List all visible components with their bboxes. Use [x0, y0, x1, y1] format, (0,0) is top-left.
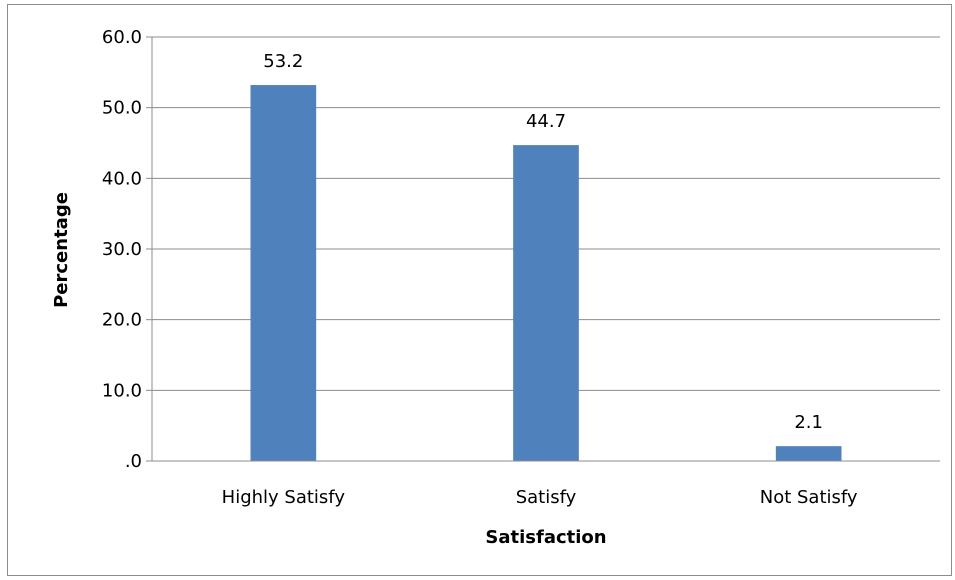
- y-tick-label: 40.0: [102, 168, 142, 189]
- y-tick-label: 30.0: [102, 239, 142, 260]
- y-axis-title: Percentage: [51, 192, 72, 308]
- bar: [513, 145, 579, 461]
- x-tick-label: Satisfy: [516, 487, 577, 508]
- y-tick-label: 50.0: [102, 98, 142, 119]
- data-label: 53.2: [263, 51, 303, 72]
- x-tick-label: Highly Satisfy: [222, 487, 346, 508]
- y-tick-label: .0: [125, 451, 142, 472]
- y-tick-label: 10.0: [102, 380, 142, 401]
- x-axis-ticks: Highly Satisfy Satisfy Not Satisfy: [152, 460, 940, 508]
- bar: [775, 446, 842, 461]
- x-tick-label: Not Satisfy: [760, 487, 858, 508]
- y-tick-label: 20.0: [102, 310, 142, 331]
- y-axis-ticks: .0 10.0 20.0 30.0 40.0 50.0 60.0: [102, 27, 153, 472]
- x-axis-title: Satisfaction: [485, 527, 606, 548]
- data-labels: 53.2 44.7 2.1: [263, 51, 823, 433]
- data-label: 2.1: [794, 412, 823, 433]
- chart-frame: [7, 4, 952, 576]
- data-label: 44.7: [526, 111, 566, 132]
- bar: [250, 85, 317, 461]
- bars: [250, 85, 842, 461]
- y-tick-label: 60.0: [102, 27, 142, 48]
